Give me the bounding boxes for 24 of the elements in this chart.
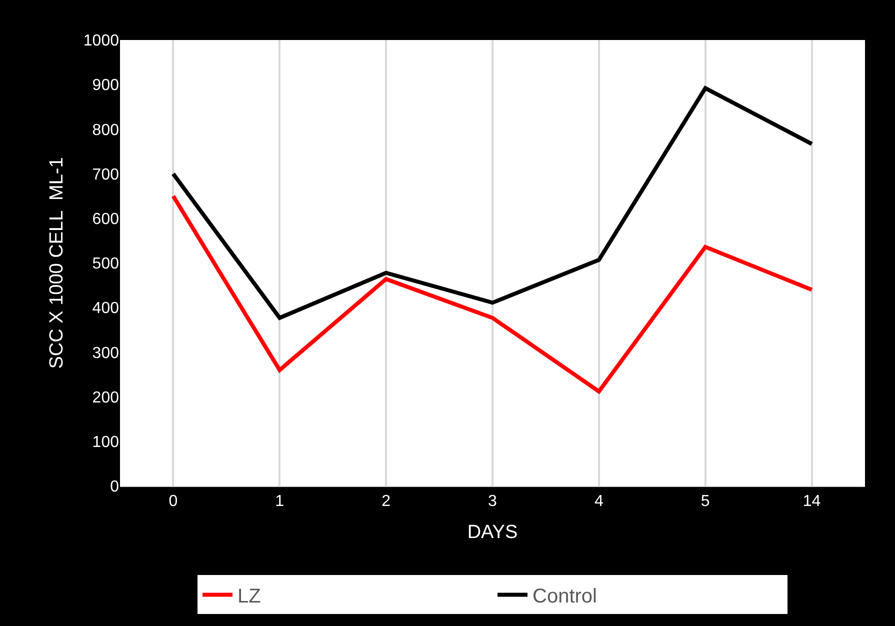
x-tick-label: 14 — [802, 493, 821, 510]
y-tick-label: 1000 — [83, 32, 120, 50]
x-tick-label: 4 — [594, 493, 604, 510]
x-tick-label: 3 — [488, 493, 498, 510]
y-tick-label: 500 — [92, 256, 120, 273]
x-axis-title: DAYS — [467, 522, 518, 543]
x-tick-label: 0 — [168, 493, 178, 510]
y-tick-label: 800 — [92, 122, 120, 139]
y-tick-label: 700 — [92, 166, 120, 184]
y-axis-title: SCC X 1000 CELL ML-1 — [46, 157, 68, 369]
x-tick-label: 5 — [700, 493, 710, 510]
legend-label: LZ — [238, 586, 261, 608]
x-tick-label: 2 — [382, 493, 391, 510]
y-tick-label: 600 — [92, 211, 120, 228]
y-tick-label: 300 — [92, 344, 120, 362]
line-series — [171, 86, 814, 320]
y-tick-label: 100 — [92, 434, 120, 451]
y-tick-label: 0 — [110, 478, 120, 496]
legend-label: Control — [532, 586, 597, 608]
x-tick-label: 1 — [275, 493, 284, 510]
line-series — [171, 194, 814, 394]
y-tick-label: 400 — [92, 300, 120, 318]
y-tick-label: 200 — [92, 389, 120, 406]
y-tick-label: 900 — [92, 77, 120, 94]
